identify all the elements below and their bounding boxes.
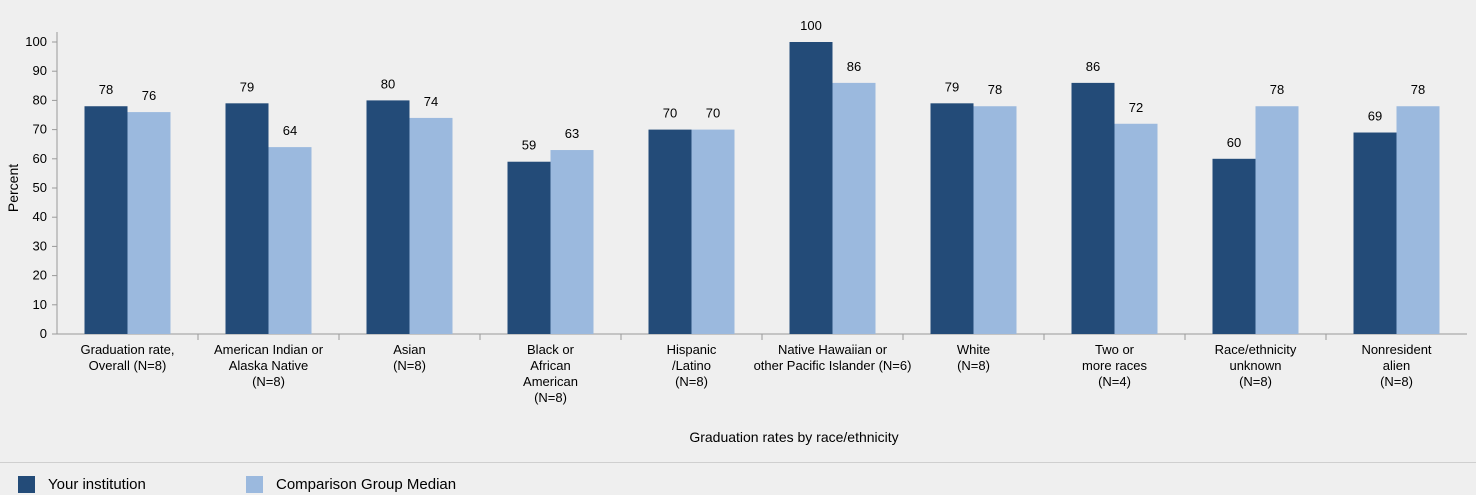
legend-swatch-comparison-group-median bbox=[246, 475, 263, 493]
data-label: 63 bbox=[565, 126, 579, 141]
bar bbox=[1212, 158, 1256, 334]
x-tick-label: Native Hawaiian or bbox=[778, 342, 888, 357]
legend-swatch-your-institution bbox=[18, 475, 35, 493]
y-tick-label: 20 bbox=[33, 268, 47, 283]
legend-label-your-institution: Your institution bbox=[48, 475, 146, 493]
data-label: 60 bbox=[1227, 135, 1241, 150]
bar bbox=[225, 103, 269, 334]
bar bbox=[1396, 106, 1440, 335]
x-tick-label: Alaska Native bbox=[229, 358, 308, 373]
x-axis-title: Graduation rates by race/ethnicity bbox=[689, 429, 898, 445]
data-label: 76 bbox=[142, 88, 156, 103]
x-tick-label: Race/ethnicity bbox=[1215, 342, 1297, 357]
bar bbox=[1071, 82, 1115, 334]
x-tick-label: (N=8) bbox=[534, 390, 567, 405]
data-label: 78 bbox=[1270, 82, 1284, 97]
y-tick-label: 40 bbox=[33, 209, 47, 224]
x-tick-label: African bbox=[530, 358, 570, 373]
x-tick-label: Graduation rate, bbox=[81, 342, 175, 357]
legend: Your institution Comparison Group Median bbox=[0, 463, 1476, 495]
y-tick-label: 50 bbox=[33, 180, 47, 195]
x-tick-label: (N=8) bbox=[1239, 374, 1272, 389]
legend-divider bbox=[0, 462, 1476, 463]
data-label: 86 bbox=[1086, 59, 1100, 74]
y-axis-title: Percent bbox=[5, 164, 21, 212]
x-tick-label: alien bbox=[1383, 358, 1410, 373]
data-label: 86 bbox=[847, 59, 861, 74]
x-tick-label: (N=8) bbox=[393, 358, 426, 373]
bar bbox=[1255, 106, 1299, 335]
x-tick-label: Hispanic bbox=[667, 342, 717, 357]
data-label: 64 bbox=[283, 123, 297, 138]
bar bbox=[789, 42, 833, 334]
bar bbox=[832, 82, 876, 334]
bar bbox=[1353, 132, 1397, 334]
data-label: 70 bbox=[663, 106, 677, 121]
y-tick-label: 30 bbox=[33, 238, 47, 253]
bar bbox=[1114, 123, 1158, 334]
data-label: 69 bbox=[1368, 109, 1382, 124]
y-tick-label: 0 bbox=[40, 326, 47, 341]
data-label: 79 bbox=[945, 79, 959, 94]
legend-label-comparison-group-median: Comparison Group Median bbox=[276, 475, 457, 493]
bar bbox=[648, 129, 692, 334]
bar-chart: 0 10 20 30 40 50 60 70 80 90 100 Percent 78 76 Graduat… bbox=[5, 18, 1467, 445]
x-tick-label: (N=4) bbox=[1098, 374, 1131, 389]
x-tick-label: /Latino bbox=[672, 358, 711, 373]
x-tick-label: (N=8) bbox=[1380, 374, 1413, 389]
data-label: 70 bbox=[706, 106, 720, 121]
y-tick-label: 10 bbox=[33, 297, 47, 312]
data-label: 100 bbox=[800, 18, 822, 33]
x-tick-label: (N=8) bbox=[957, 358, 990, 373]
x-tick-label: Black or bbox=[527, 342, 575, 357]
x-tick-label: Nonresident bbox=[1361, 342, 1431, 357]
x-tick-label: American Indian or bbox=[214, 342, 324, 357]
y-tick-label: 60 bbox=[33, 151, 47, 166]
data-label: 72 bbox=[1129, 100, 1143, 115]
bar bbox=[691, 129, 735, 334]
x-tick-label: Two or bbox=[1095, 342, 1135, 357]
legend-item-your-institution: Your institution bbox=[18, 473, 146, 495]
x-tick-label: Overall (N=8) bbox=[89, 358, 167, 373]
data-label: 74 bbox=[424, 94, 438, 109]
data-label: 59 bbox=[522, 138, 536, 153]
y-tick-label: 100 bbox=[25, 34, 47, 49]
data-label: 78 bbox=[988, 82, 1002, 97]
x-tick-label: (N=8) bbox=[675, 374, 708, 389]
data-label: 79 bbox=[240, 79, 254, 94]
bar bbox=[550, 150, 594, 334]
bar bbox=[409, 117, 453, 334]
x-tick-label: other Pacific Islander (N=6) bbox=[754, 358, 912, 373]
x-tick-label: unknown bbox=[1229, 358, 1281, 373]
bar bbox=[366, 100, 410, 335]
legend-item-comparison-group-median: Comparison Group Median bbox=[246, 473, 456, 495]
bar bbox=[507, 161, 551, 334]
y-tick-label: 90 bbox=[33, 63, 47, 78]
bar bbox=[127, 112, 171, 334]
bar bbox=[973, 106, 1017, 335]
x-tick-label: White bbox=[957, 342, 990, 357]
bar bbox=[268, 147, 312, 334]
data-label: 78 bbox=[1411, 82, 1425, 97]
x-tick-label: (N=8) bbox=[252, 374, 285, 389]
bar bbox=[930, 103, 974, 334]
data-label: 78 bbox=[99, 82, 113, 97]
y-tick-label: 70 bbox=[33, 122, 47, 137]
bar bbox=[84, 106, 128, 335]
x-tick-label: American bbox=[523, 374, 578, 389]
y-tick-label: 80 bbox=[33, 92, 47, 107]
x-tick-label: Asian bbox=[393, 342, 426, 357]
data-label: 80 bbox=[381, 76, 395, 91]
x-tick-label: more races bbox=[1082, 358, 1148, 373]
chart-area: 0 10 20 30 40 50 60 70 80 90 100 Percent 78 76 Graduat… bbox=[5, 18, 1467, 445]
